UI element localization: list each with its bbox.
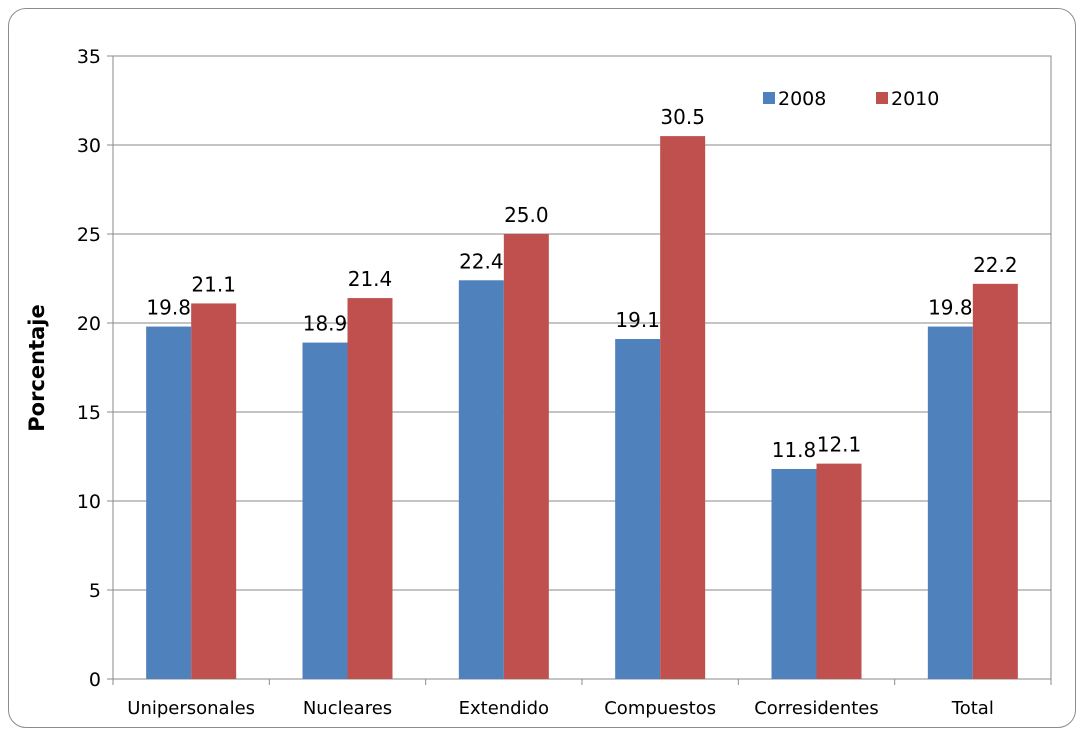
x-tick-label: Nucleares [303, 698, 392, 719]
data-label: 21.1 [191, 272, 236, 296]
bar-2008-unipersonales [146, 326, 192, 679]
plot-area-border [112, 55, 1052, 680]
bar-2008-total [927, 326, 973, 679]
data-label: 22.4 [459, 249, 504, 273]
data-label: 19.1 [615, 308, 660, 332]
data-label: 11.8 [772, 438, 817, 462]
bar-2008-nucleares [302, 342, 348, 679]
bar-2010-total [972, 283, 1018, 679]
y-tick-label: 5 [89, 580, 101, 602]
x-tick-label: Compuestos [604, 698, 716, 719]
data-label: 21.4 [348, 267, 393, 291]
bar-2010-compuestos [660, 136, 706, 680]
axes: 0 5 10 15 20 25 30 35 Unipersonales Nucleares Exte… [77, 46, 1052, 719]
bar-2008-compuestos [615, 339, 661, 679]
legend-swatch-2010 [876, 92, 888, 104]
legend: 2008 2010 [763, 88, 939, 110]
bar-2010-unipersonales [191, 303, 237, 679]
legend-label-2008: 2008 [778, 88, 826, 110]
bar-2010-corresidentes [816, 463, 862, 679]
y-tick-label: 10 [77, 491, 101, 513]
data-label: 18.9 [303, 312, 348, 336]
x-tick-label: Extendido [459, 698, 549, 719]
y-tick-label: 20 [77, 313, 101, 335]
x-tick-label: Total [951, 698, 994, 719]
bar-2010-nucleares [347, 298, 393, 679]
bar-2008-extendido [458, 280, 504, 679]
y-tick-label: 35 [77, 46, 101, 68]
data-label: 30.5 [660, 105, 705, 129]
data-label: 19.8 [146, 296, 191, 320]
data-label: 25.0 [504, 203, 549, 227]
data-label: 12.1 [817, 433, 862, 457]
bar-2010-extendido [503, 234, 549, 679]
data-label: 22.2 [973, 253, 1018, 277]
bar-2008-corresidentes [771, 468, 817, 679]
gridlines [113, 55, 1051, 591]
y-tick-label: 25 [77, 224, 101, 246]
y-tick-label: 0 [89, 669, 101, 691]
legend-label-2010: 2010 [891, 88, 939, 110]
y-tick-label: 30 [77, 135, 101, 157]
y-axis-title: Porcentaje [25, 304, 49, 431]
legend-swatch-2008 [763, 92, 775, 104]
data-labels: 19.821.118.921.422.425.019.130.511.8 12.1… [146, 105, 1017, 462]
x-tick-label: Corresidentes [754, 698, 879, 719]
bars [146, 136, 1018, 680]
x-tick-label: Unipersonales [127, 698, 255, 719]
y-tick-label: 15 [77, 402, 101, 424]
data-label: 19.8 [928, 296, 973, 320]
